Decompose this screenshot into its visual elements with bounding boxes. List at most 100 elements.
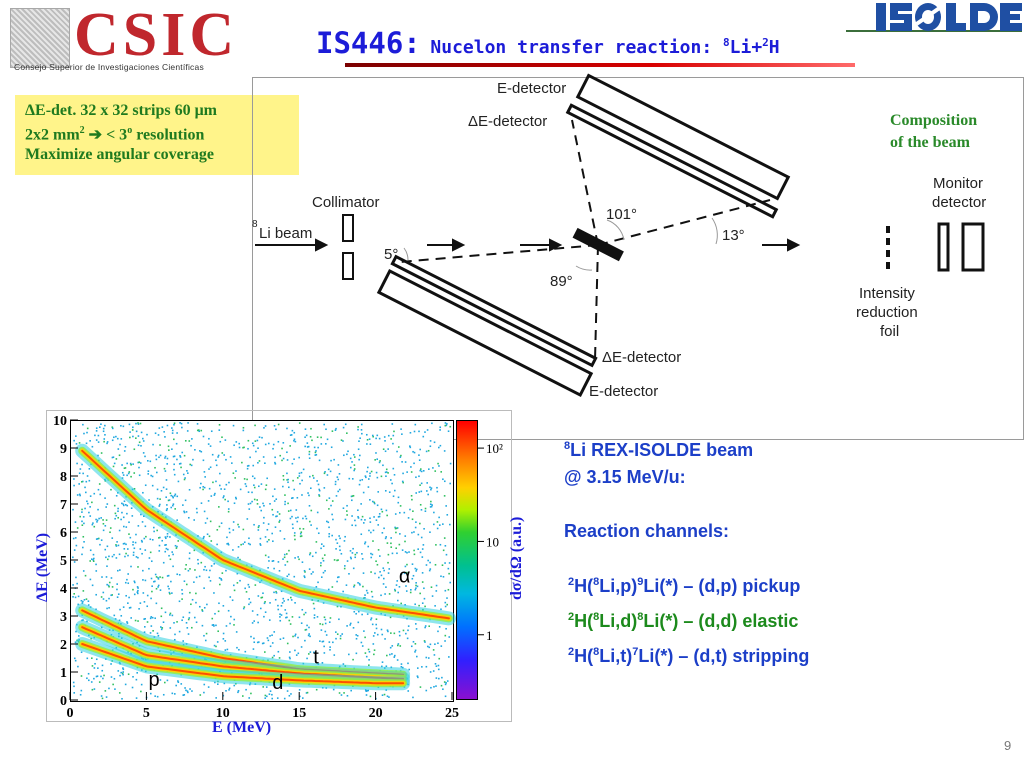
scatter-point bbox=[428, 569, 431, 572]
reaction-channel: 2H(8Li,t)7Li(*) – (d,t) stripping bbox=[568, 646, 810, 666]
scatter-point bbox=[371, 500, 374, 503]
scatter-point bbox=[368, 529, 370, 532]
scatter-point bbox=[121, 502, 123, 505]
scatter-point bbox=[203, 568, 205, 571]
scatter-point bbox=[85, 491, 87, 494]
scatter-point bbox=[102, 598, 105, 600]
scatter-point bbox=[353, 464, 356, 466]
scatter-point bbox=[132, 426, 134, 429]
scatter-point bbox=[169, 536, 171, 538]
scatter-point bbox=[364, 596, 366, 599]
scatter-point bbox=[435, 544, 437, 546]
scatter-point bbox=[407, 690, 410, 692]
scatter-point bbox=[146, 433, 148, 436]
scatter-point bbox=[242, 446, 244, 449]
scatter-point bbox=[234, 477, 236, 479]
scatter-point bbox=[89, 549, 92, 552]
scatter-point bbox=[184, 568, 187, 570]
scatter-point bbox=[156, 488, 159, 491]
scatter-point bbox=[155, 458, 158, 461]
scatter-point bbox=[330, 446, 333, 449]
scatter-point bbox=[271, 532, 273, 535]
scatter-point bbox=[421, 556, 424, 558]
scatter-point bbox=[400, 573, 403, 576]
scatter-point bbox=[406, 637, 409, 640]
scatter-point bbox=[282, 597, 285, 600]
scatter-point bbox=[272, 513, 274, 516]
scatter-point bbox=[289, 445, 291, 447]
scatter-point bbox=[249, 502, 252, 505]
scatter-point bbox=[182, 504, 184, 506]
scatter-point bbox=[151, 616, 154, 619]
scatter-point bbox=[288, 486, 290, 489]
scatter-point bbox=[156, 529, 158, 532]
scatter-point bbox=[175, 684, 177, 687]
scatter-point bbox=[157, 576, 159, 579]
scatter-point bbox=[284, 503, 286, 506]
scatter-point bbox=[75, 435, 77, 437]
scatter-point bbox=[343, 454, 345, 457]
scatter-point bbox=[266, 540, 269, 543]
scatter-point bbox=[379, 555, 381, 557]
scatter-point bbox=[356, 551, 358, 554]
scatter-point bbox=[218, 423, 221, 426]
scatter-point bbox=[144, 617, 146, 620]
scatter-point bbox=[362, 522, 365, 524]
scatter-point bbox=[380, 475, 383, 478]
scatter-point bbox=[176, 519, 178, 521]
scatter-point bbox=[98, 517, 100, 520]
scatter-point bbox=[91, 445, 94, 448]
scatter-point bbox=[164, 611, 167, 614]
scatter-point bbox=[378, 461, 381, 464]
scatter-point bbox=[102, 529, 105, 532]
scatter-point bbox=[104, 690, 107, 692]
scatter-point bbox=[224, 439, 227, 441]
scatter-point bbox=[93, 667, 96, 669]
scatter-point bbox=[415, 492, 418, 494]
scatter-point bbox=[352, 627, 355, 629]
scatter-point bbox=[122, 425, 125, 428]
scatter-point bbox=[163, 467, 166, 470]
scatter-point bbox=[415, 582, 417, 584]
scatter-point bbox=[407, 625, 410, 627]
scatter-point bbox=[128, 533, 130, 535]
scatter-point bbox=[330, 459, 332, 462]
scatter-point bbox=[184, 499, 187, 502]
scatter-point bbox=[242, 607, 245, 610]
scatter-point bbox=[73, 593, 75, 595]
scatter-point bbox=[426, 490, 428, 492]
scatter-point bbox=[169, 612, 172, 615]
scatter-point bbox=[357, 610, 360, 613]
scatter-point bbox=[87, 604, 90, 606]
scatter-point bbox=[232, 472, 235, 475]
scatter-point bbox=[423, 527, 425, 530]
scatter-point bbox=[239, 488, 242, 491]
scatter-point bbox=[277, 561, 280, 563]
scatter-point bbox=[121, 477, 124, 479]
scatter-point bbox=[247, 491, 250, 493]
scatter-point bbox=[101, 669, 104, 672]
scatter-point bbox=[118, 529, 121, 532]
scatter-point bbox=[187, 618, 190, 621]
scatter-point bbox=[424, 626, 426, 629]
scatter-point bbox=[176, 495, 179, 498]
info-line-1: ΔE-det. 32 x 32 strips 60 μm bbox=[25, 102, 217, 119]
scatter-point bbox=[288, 694, 291, 697]
scatter-point bbox=[225, 569, 227, 572]
scatter-point bbox=[72, 596, 74, 598]
scatter-point bbox=[91, 501, 93, 504]
scatter-point bbox=[355, 634, 358, 636]
scatter-point bbox=[216, 683, 219, 685]
scatter-point bbox=[133, 593, 136, 596]
scatter-point bbox=[282, 478, 285, 481]
scatter-point bbox=[176, 432, 178, 434]
scatter-point bbox=[133, 487, 136, 490]
scatter-point bbox=[181, 592, 184, 595]
scatter-point bbox=[328, 533, 331, 535]
scatter-point bbox=[442, 549, 445, 552]
scatter-point bbox=[131, 686, 134, 689]
scatter-point bbox=[328, 535, 330, 538]
scatter-point bbox=[183, 694, 186, 696]
scatter-point bbox=[80, 599, 83, 602]
scatter-point bbox=[77, 665, 79, 668]
